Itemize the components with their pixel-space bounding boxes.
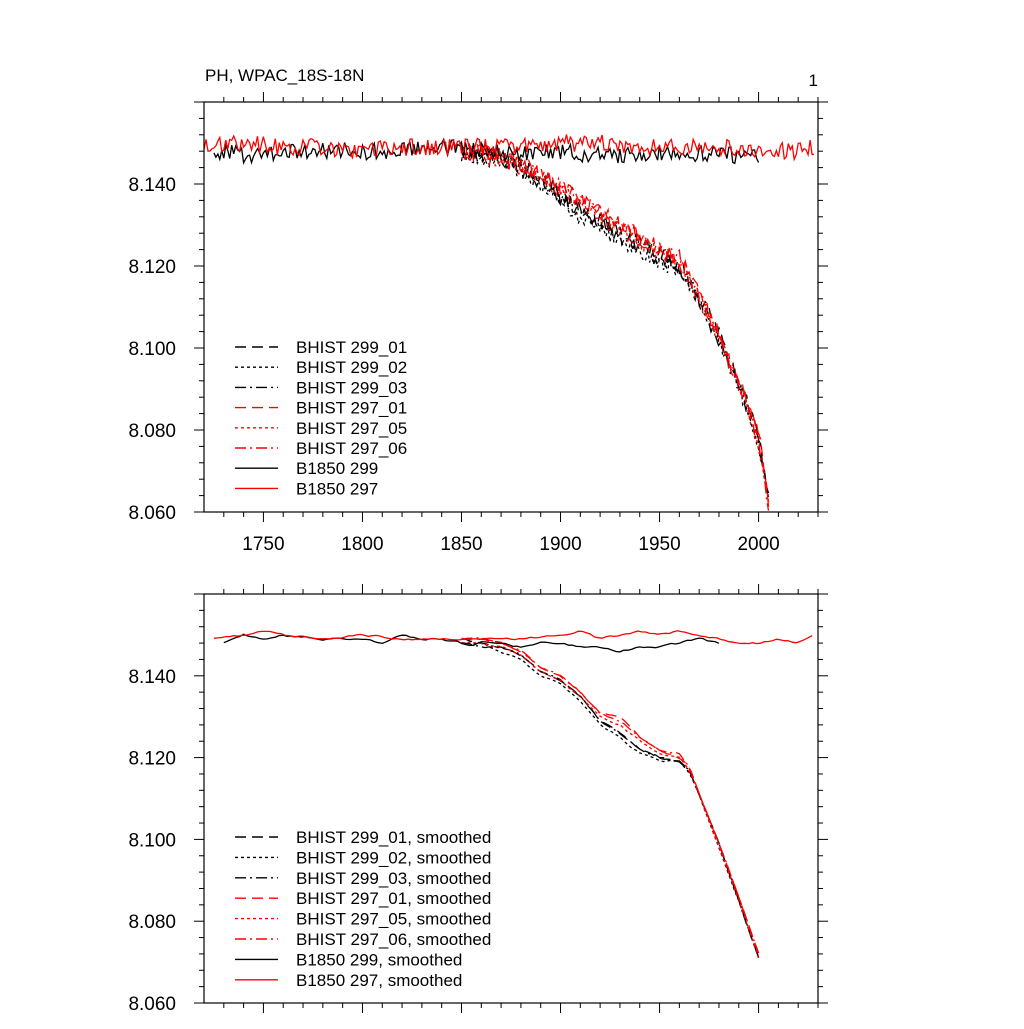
series-line-b1850-297-smoothed	[213, 630, 813, 645]
series-group	[204, 134, 815, 511]
legend-label: BHIST 297_05	[296, 419, 407, 438]
x-tick-label: 1800	[341, 534, 383, 555]
y-tick-label: 8.140	[128, 667, 176, 688]
panel-2-smoothed: 8.060 8.080 8.100 8.120 8.140 BHIST 299_01, s…	[128, 584, 828, 1015]
legend-label: BHIST 299_01, smoothed	[296, 828, 491, 847]
x-tick-label: 1850	[440, 534, 482, 555]
x-tick-label: 1950	[638, 534, 680, 555]
legend-label: B1850 297, smoothed	[296, 971, 462, 990]
y-tick-label: 8.060	[128, 994, 176, 1015]
plot-frame	[203, 593, 819, 1004]
y-tick-label: 8.100	[128, 339, 176, 360]
legend-label: BHIST 297_05, smoothed	[296, 910, 491, 929]
series-line-bhist-297-01-smoothed	[461, 637, 760, 954]
page-number: 1	[809, 71, 818, 90]
legend-label: BHIST 297_01, smoothed	[296, 889, 491, 908]
legend-label: BHIST 297_06, smoothed	[296, 930, 491, 949]
series-line-bhist-299-01-smoothed	[461, 638, 760, 958]
y-tick-label: 8.060	[128, 503, 176, 524]
series-line-bhist-299-03	[460, 143, 770, 494]
x-tick-label: 2000	[737, 534, 779, 555]
series-line-bhist-297-05-smoothed	[461, 641, 760, 959]
legend-label: BHIST 299_02	[296, 358, 407, 377]
legend-label: B1850 299	[296, 459, 378, 478]
panel-1-raw: 1750 1800 1850 1900 1950 2000 8.060 8.080 8.100 8…	[128, 92, 828, 555]
series-line-bhist-299-03-smoothed	[461, 641, 760, 958]
y-tick-label: 8.080	[128, 421, 176, 442]
legend-label: BHIST 299_01	[296, 338, 407, 357]
series-line-bhist-297-01	[460, 142, 770, 507]
y-tick-label: 8.080	[128, 912, 176, 933]
series-line-b1850-297	[204, 134, 815, 162]
series-group	[213, 630, 813, 959]
series-line-bhist-299-01	[461, 142, 770, 504]
legend-label: B1850 299, smoothed	[296, 950, 462, 969]
x-tick-label: 1900	[539, 534, 581, 555]
y-tick-label: 8.120	[128, 749, 176, 770]
panel-1-title: PH, WPAC_18S-18N	[205, 66, 364, 85]
y-tick-label: 8.120	[128, 257, 176, 278]
x-tick-label: 1750	[242, 534, 284, 555]
series-line-bhist-299-02-smoothed	[461, 642, 760, 959]
legend-label: BHIST 299_02, smoothed	[296, 848, 491, 867]
series-line-bhist-297-05	[461, 147, 770, 502]
legend-label: B1850 297	[296, 479, 378, 498]
series-line-bhist-297-06	[461, 144, 770, 511]
series-line-b1850-299	[213, 137, 760, 166]
series-line-bhist-299-02	[460, 147, 770, 498]
y-tick-label: 8.140	[128, 175, 176, 196]
legend-label: BHIST 297_06	[296, 439, 407, 458]
legend-label: BHIST 297_01	[296, 399, 407, 418]
legend-label: BHIST 299_03	[296, 378, 407, 397]
legend-label: BHIST 299_03, smoothed	[296, 869, 491, 888]
y-tick-label: 8.100	[128, 830, 176, 851]
plot-frame	[203, 101, 819, 513]
series-line-bhist-297-06-smoothed	[461, 637, 760, 954]
